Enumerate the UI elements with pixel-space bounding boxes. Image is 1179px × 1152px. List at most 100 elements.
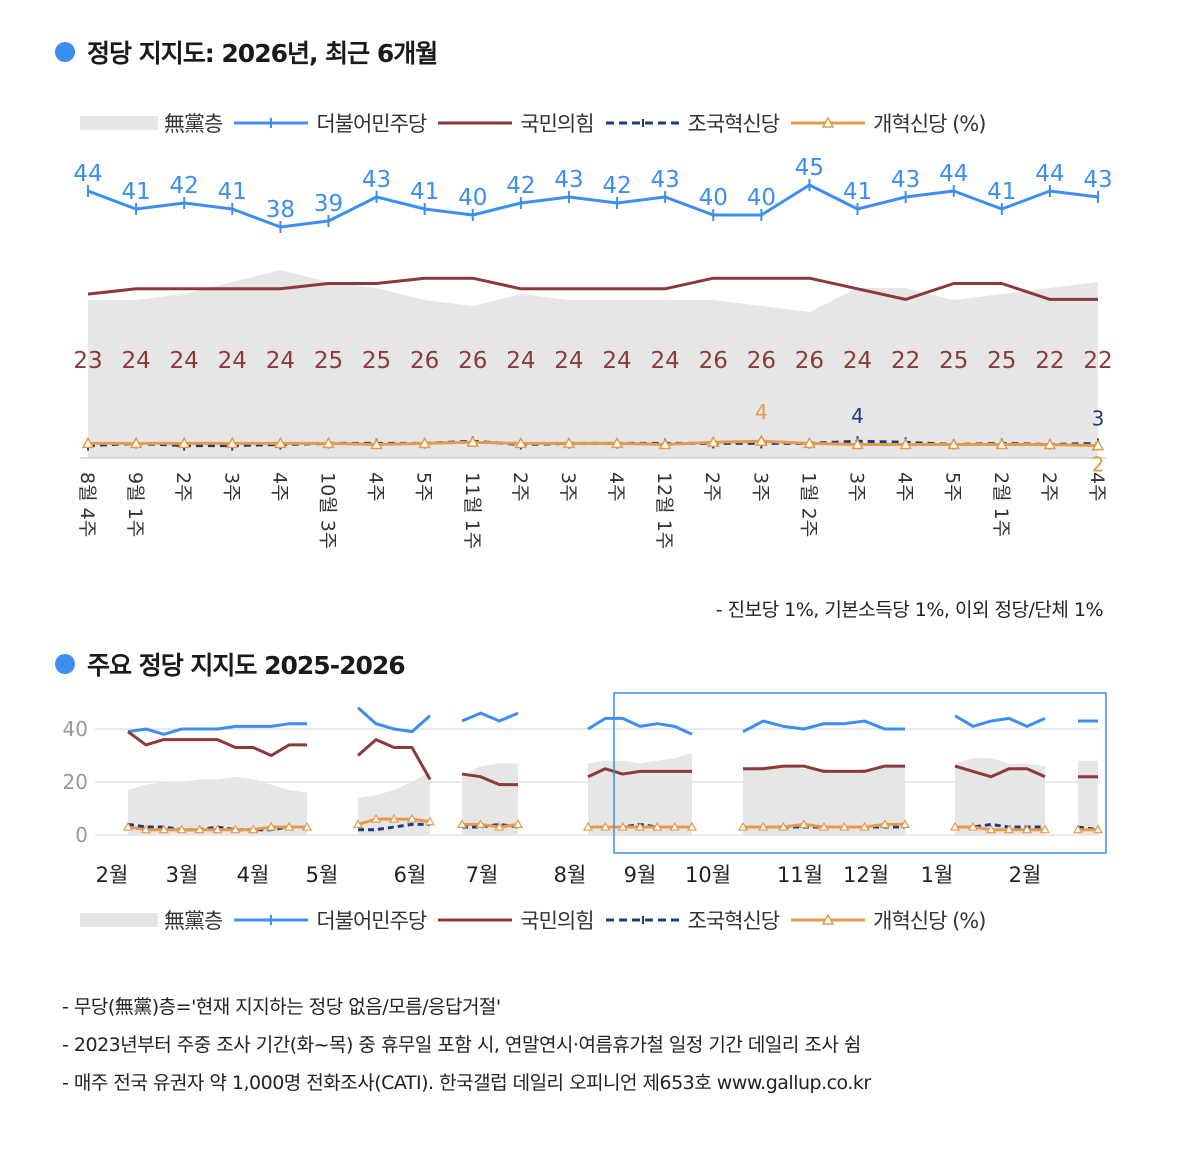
reform-marker bbox=[967, 821, 979, 831]
dem-line bbox=[127, 722, 307, 736]
reform-marker bbox=[284, 821, 295, 831]
x-tick-label: 8월 4주 bbox=[76, 472, 98, 537]
reform-marker bbox=[475, 819, 486, 828]
dem-data-label: 43 bbox=[651, 167, 680, 193]
legend-item-rebuild: 조국혁신당 bbox=[604, 905, 780, 935]
y-tick-label: 0 bbox=[75, 823, 88, 847]
reform-marker bbox=[248, 824, 259, 834]
ppp-data-label: 23 bbox=[73, 348, 102, 374]
legend-line-reform-icon bbox=[791, 913, 866, 925]
rebuild-data-label: 4 bbox=[851, 404, 864, 428]
reform-marker bbox=[658, 437, 672, 450]
reform-marker bbox=[995, 437, 1009, 450]
x-month-label: 2월 bbox=[1009, 863, 1042, 887]
y-tick-label: 40 bbox=[63, 717, 88, 741]
reform-marker bbox=[610, 436, 624, 449]
none-area bbox=[743, 766, 905, 835]
x-month-label: 4월 bbox=[237, 863, 270, 887]
footnote-nonpartisan: - 무당(無黨)층='현재 지지하는 정당 없음/모름/응답거절' bbox=[62, 996, 501, 1018]
y-tick-label: 20 bbox=[63, 770, 88, 794]
ppp-line bbox=[357, 738, 432, 781]
legend-item-reform: 개혁신당 (%) bbox=[789, 108, 986, 138]
ppp-data-label: 24 bbox=[843, 348, 872, 374]
dem-data-label: 43 bbox=[554, 167, 583, 193]
reform-marker bbox=[706, 435, 720, 448]
reform-marker bbox=[899, 437, 912, 450]
reform-marker bbox=[839, 821, 850, 831]
ppp-data-label: 26 bbox=[410, 348, 439, 374]
legend-line-ppp-icon bbox=[438, 121, 513, 125]
x-month-label: 8월 bbox=[554, 863, 587, 887]
reform-marker bbox=[352, 819, 364, 828]
legend-swatch-none-icon bbox=[80, 913, 158, 927]
reform-marker bbox=[456, 819, 468, 828]
reform-marker bbox=[388, 813, 400, 823]
reform-marker bbox=[859, 821, 870, 831]
footnote-method: - 매주 전국 유권자 약 1,000명 전화조사(CATI). 한국갤럽 데일… bbox=[62, 1072, 871, 1094]
dem-data-label: 43 bbox=[891, 167, 920, 193]
reform-marker bbox=[634, 821, 646, 831]
reform-marker bbox=[949, 821, 961, 831]
legend-item-reform: 개혁신당 (%) bbox=[789, 905, 986, 935]
dem-data-label: 42 bbox=[506, 173, 535, 199]
x-tick-label: 2주 bbox=[172, 472, 194, 502]
dem-data-label: 43 bbox=[362, 167, 391, 193]
chart-legend-top: 無黨층 더불어민주당 국민의힘 조국혁신당 개혁신당 (%) bbox=[80, 108, 995, 138]
ppp-data-label: 25 bbox=[987, 348, 1016, 374]
reform-marker bbox=[879, 819, 890, 828]
reform-marker bbox=[370, 437, 383, 450]
reform-line bbox=[88, 439, 1099, 448]
reform-marker bbox=[158, 824, 169, 834]
reform-marker bbox=[230, 824, 241, 834]
reform-marker bbox=[177, 436, 191, 449]
dem-data-label: 44 bbox=[939, 161, 968, 187]
dem-data-label: 42 bbox=[602, 173, 631, 199]
legend-item-ppp: 국민의힘 bbox=[436, 108, 595, 138]
reform-marker bbox=[617, 821, 628, 831]
x-tick-label: 2월 1주 bbox=[990, 472, 1012, 537]
x-tick-label: 10월 3주 bbox=[316, 472, 338, 549]
dem-data-label: 44 bbox=[73, 161, 102, 187]
bullet-dot-icon bbox=[55, 42, 75, 62]
dem-data-label: 41 bbox=[410, 179, 439, 205]
x-tick-label: 2주 bbox=[509, 472, 531, 502]
x-tick-label: 3주 bbox=[749, 472, 771, 502]
legend-item-none: 無黨층 bbox=[80, 905, 223, 935]
none-area bbox=[955, 758, 1045, 835]
reform-marker bbox=[562, 436, 576, 449]
dem-data-label: 38 bbox=[266, 197, 295, 223]
ppp-data-label: 24 bbox=[651, 348, 680, 374]
reform-marker bbox=[370, 813, 382, 823]
reform-marker bbox=[194, 824, 205, 834]
x-tick-label: 2주 bbox=[1038, 472, 1060, 502]
reform-marker bbox=[1003, 824, 1015, 834]
legend-item-rebuild: 조국혁신당 bbox=[604, 108, 780, 138]
reform-marker bbox=[81, 436, 95, 449]
ppp-data-label: 22 bbox=[1083, 348, 1112, 374]
ppp-data-label: 24 bbox=[170, 348, 199, 374]
reform-line bbox=[955, 825, 1045, 832]
legend-line-reform-icon bbox=[791, 116, 866, 128]
x-month-label: 9월 bbox=[624, 863, 657, 887]
reform-marker bbox=[514, 436, 528, 449]
reform-marker bbox=[226, 436, 239, 449]
legend-item-dem: 더불어민주당 bbox=[232, 905, 427, 935]
dem-line bbox=[587, 716, 693, 736]
reform-marker bbox=[322, 436, 335, 449]
legend-item-ppp: 국민의힘 bbox=[436, 905, 595, 935]
dem-data-label: 39 bbox=[314, 191, 343, 217]
x-tick-label: 9월 1주 bbox=[124, 472, 146, 537]
reform-data-label: 4 bbox=[755, 400, 768, 424]
title-text: 정당 지지도: 2026년, 최근 6개월 bbox=[87, 39, 438, 68]
reform-data-label: 2 bbox=[1092, 453, 1105, 477]
reform-marker bbox=[424, 816, 436, 826]
reform-marker bbox=[301, 821, 313, 831]
x-month-label: 3월 bbox=[166, 863, 199, 887]
x-tick-label: 1월 2주 bbox=[797, 472, 819, 537]
ppp-data-label: 24 bbox=[121, 348, 150, 374]
reform-marker bbox=[129, 436, 143, 449]
x-tick-label: 5주 bbox=[413, 472, 435, 502]
ppp-line bbox=[743, 764, 905, 773]
reform-marker bbox=[778, 821, 789, 831]
